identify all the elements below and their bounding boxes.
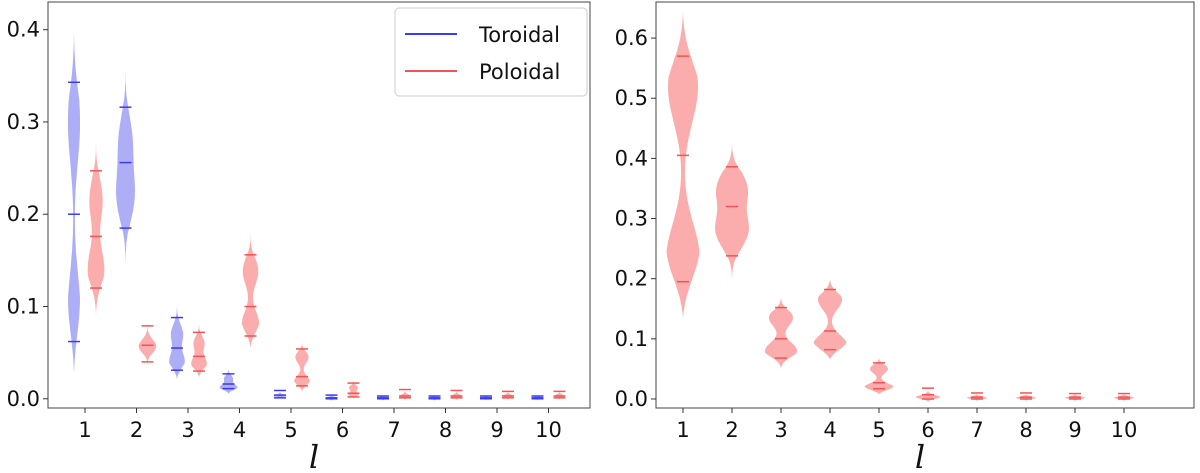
- legend-label-toroidal: Toroidal: [478, 23, 560, 47]
- x-tick-label: 6: [336, 418, 349, 442]
- x-tick-label: 2: [725, 418, 738, 442]
- x-tick-label: 1: [78, 418, 91, 442]
- poloidal-violin: [916, 383, 940, 402]
- x-tick-label: 7: [387, 418, 400, 442]
- x-tick-label: 8: [1019, 418, 1032, 442]
- y-tick-label: 0.3: [615, 207, 648, 231]
- y-tick-label: 0.1: [615, 327, 648, 351]
- poloidal-violin: [348, 378, 359, 399]
- x-tick-label: 4: [233, 418, 246, 442]
- x-tick-label: 3: [181, 418, 194, 442]
- poloidal-violin: [294, 341, 310, 392]
- toroidal-violin: [219, 366, 238, 395]
- x-tick-label: 5: [872, 418, 885, 442]
- poloidal-violin: [1065, 391, 1085, 402]
- poloidal-violin: [864, 356, 894, 395]
- x-axis-label: l: [915, 438, 925, 473]
- x-tick-label: 4: [823, 418, 836, 442]
- y-tick-label: 0.6: [615, 26, 648, 50]
- y-tick-label: 0.0: [7, 387, 40, 411]
- x-tick-label: 9: [490, 418, 503, 442]
- x-tick-label: 10: [535, 418, 562, 442]
- poloidal-violin: [451, 387, 462, 401]
- y-tick-label: 0.3: [7, 110, 40, 134]
- x-tick-label: 9: [1068, 418, 1081, 442]
- left-violin-chart: 0.0 0.1 0.2 0.3 0.4 1 2 3 4 5 6 7 8 9 10 l Toroidal Poloi…: [7, 1, 591, 473]
- x-tick-label: 10: [1111, 418, 1138, 442]
- poloidal-violin: [87, 135, 105, 316]
- poloidal-violin: [554, 388, 565, 401]
- poloidal-violin: [666, 11, 700, 318]
- right-violin-chart: 0.0 0.1 0.2 0.3 0.4 0.5 0.6 1 2 3 4 5 6 7 8 9 10 l: [615, 1, 1195, 473]
- x-tick-label: 6: [921, 418, 934, 442]
- poloidal-violin: [813, 278, 847, 360]
- x-tick-label: 8: [439, 418, 452, 442]
- toroidal-violin: [169, 299, 185, 381]
- x-axis-label: l: [309, 438, 319, 473]
- poloidal-violin: [138, 311, 157, 367]
- y-tick-label: 0.5: [615, 86, 648, 110]
- x-tick-label: 5: [284, 418, 297, 442]
- poloidal-violin: [715, 140, 749, 285]
- poloidal-violin: [1114, 391, 1134, 402]
- x-tick-label: 7: [970, 418, 983, 442]
- poloidal-violin: [241, 232, 260, 348]
- x-tick-label: 1: [676, 418, 689, 442]
- poloidal-violin: [765, 296, 797, 369]
- plot-frame: [655, 1, 1195, 409]
- x-tick-label: 2: [130, 418, 143, 442]
- toroidal-violin: [326, 392, 337, 402]
- y-tick-label: 0.0: [615, 387, 648, 411]
- toroidal-violin: [116, 62, 135, 270]
- legend-label-poloidal: Poloidal: [479, 60, 560, 84]
- toroidal-violin: [68, 25, 80, 373]
- y-tick-label: 0.2: [7, 202, 40, 226]
- legend-box: [394, 7, 588, 97]
- y-tick-label: 0.4: [7, 18, 40, 42]
- y-tick-label: 0.2: [615, 267, 648, 291]
- plot-frame: [47, 1, 591, 409]
- toroidal-violin: [273, 387, 287, 399]
- y-tick-label: 0.4: [615, 146, 648, 170]
- x-tick-label: 3: [774, 418, 787, 442]
- poloidal-violin: [191, 320, 207, 379]
- y-tick-label: 0.1: [7, 295, 40, 319]
- poloidal-violin: [502, 388, 514, 401]
